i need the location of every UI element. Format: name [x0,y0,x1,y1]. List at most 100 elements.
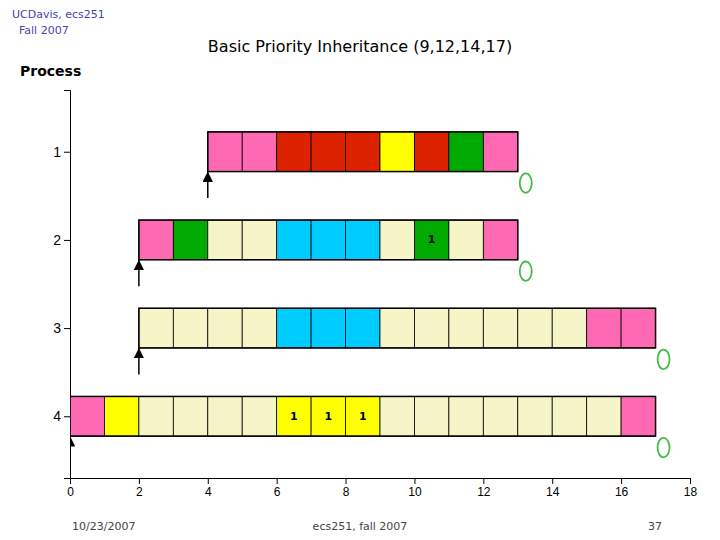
y-tick-label: 4 [53,408,61,424]
x-tick-label: 12 [477,485,491,499]
cell [242,132,276,172]
y-tick-label: 3 [53,320,61,336]
process-row [70,396,670,462]
cell [208,132,242,172]
cell [277,220,311,260]
cell [311,396,345,436]
subtitle: UCDavis, ecs251 Fall 2007 [12,8,105,37]
cell [346,220,380,260]
x-tick-label: 8 [343,485,350,499]
x-tick-mark [346,478,347,484]
cell [414,308,448,348]
cell-labels: 1 1 1 1 [290,233,435,422]
cell [449,220,483,260]
x-tick-label: 16 [615,485,629,499]
x-tick: 2 [136,478,143,499]
chart: 02468101214161812341111Basic Priority In… [0,0,720,540]
footer: ecs251, fall 2007 [313,520,408,533]
cell [380,132,414,172]
cell [587,396,621,436]
cell [483,220,517,260]
cell [311,308,345,348]
cell [277,396,311,436]
cell [173,220,207,260]
x-tick-mark [483,478,484,484]
x-axis-line [71,479,691,485]
deadline-marker [520,173,532,192]
deadline-marker [658,350,670,369]
y-tick: 4 [53,408,70,424]
cell [242,308,276,348]
y-axis-title: Process [20,63,81,79]
x-tick-mark [414,478,415,484]
cell [552,308,586,348]
cell [621,308,655,348]
x-tick: 6 [274,478,281,499]
cell [380,396,414,436]
cell [621,396,655,436]
cell [449,132,483,172]
cell [414,396,448,436]
cell [277,308,311,348]
cell [208,220,242,260]
x-tick: 0 [67,478,74,499]
y-tick-mark [64,328,70,329]
cell [449,396,483,436]
cell [518,396,552,436]
x-axis: 0 2 4 6 8 10 12 14 16 18 [67,478,697,499]
cell [414,132,448,172]
cell [587,308,621,348]
cell [173,396,207,436]
x-tick-mark [690,478,691,484]
x-tick: 12 [477,478,491,499]
y-tick-label: 2 [53,232,61,248]
y-tick-label: 1 [53,144,61,160]
x-tick-label: 2 [136,485,143,499]
cell [139,220,173,260]
cell [173,308,207,348]
arrival-arrow [207,172,209,198]
x-tick-label: 14 [546,485,560,499]
cell [139,308,173,348]
cell [104,396,138,436]
footer: 37 [648,520,662,533]
cell-label: 1 [428,233,436,246]
cell-label: 1 [290,410,298,423]
cell [277,132,311,172]
cell [139,396,173,436]
process-row [139,220,532,286]
x-tick-mark [139,478,140,484]
cell [346,396,380,436]
process-bar [139,220,518,260]
x-tick-label: 0 [67,485,74,499]
arrival-arrow [138,348,140,374]
x-tick: 4 [205,478,212,499]
process-bar [70,396,656,436]
cell [70,396,104,436]
deadline-marker [520,262,532,281]
cell-label: 1 [325,410,333,423]
arrival-arrow [70,436,71,462]
cell [518,308,552,348]
x-tick-mark [208,478,209,484]
x-tick: 14 [546,478,560,499]
deadline-marker [658,438,670,457]
x-tick-mark [552,478,553,484]
x-tick-mark [277,478,278,484]
y-tick-mark [64,152,70,153]
cell [483,132,517,172]
cell [311,220,345,260]
arrival-arrow [138,260,140,286]
cell [311,132,345,172]
y-tick: 1 [53,144,70,160]
x-tick-label: 10 [408,485,422,499]
cell [414,220,448,260]
footer: 10/23/2007 [72,520,135,533]
cell-label: 1 [359,410,367,423]
y-axis: 1 2 3 4 [53,91,70,479]
cell [483,308,517,348]
x-tick: 16 [615,478,629,499]
x-tick-label: 18 [684,485,698,499]
process-row [208,132,532,198]
cell [346,308,380,348]
